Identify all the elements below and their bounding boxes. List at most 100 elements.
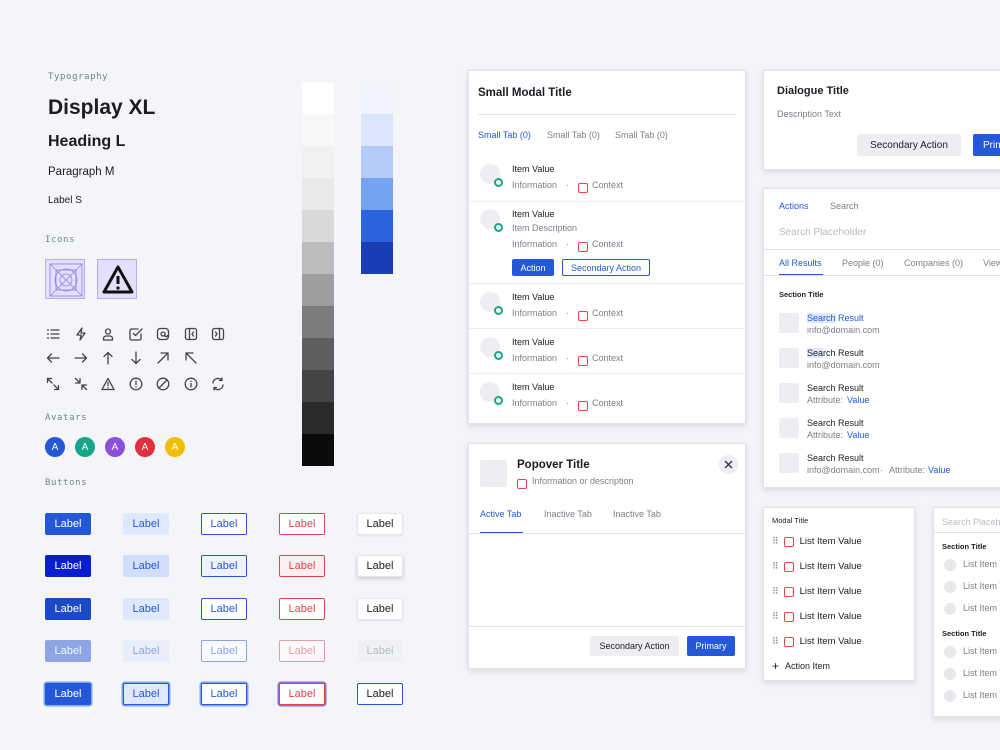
avatar[interactable]: A <box>135 437 155 457</box>
list-item[interactable]: ⠿ List Item Value <box>772 636 862 647</box>
status-dot <box>494 306 503 315</box>
tab-actions[interactable]: Actions <box>779 201 809 211</box>
tab-inactive[interactable]: Inactive Tab <box>613 509 661 519</box>
neutral-button[interactable]: Label <box>357 640 403 662</box>
danger-button[interactable]: Label <box>279 555 325 577</box>
buttons-section-title: Buttons <box>45 478 88 488</box>
primary-button[interactable]: Label <box>45 598 91 620</box>
action-button[interactable]: Action <box>512 259 554 276</box>
info-checkbox[interactable] <box>517 476 527 494</box>
list-item[interactable]: ⠿ List Item Value <box>772 561 862 572</box>
list-item[interactable]: ⠿ List Item Value <box>772 536 862 547</box>
result-attribute-value[interactable]: Value <box>847 430 870 440</box>
secondary-button[interactable]: Label <box>123 683 169 705</box>
list-item[interactable]: ⠿ List Item Value <box>772 586 862 597</box>
drag-handle-icon[interactable]: ⠿ <box>772 586 779 596</box>
avatar[interactable]: A <box>45 437 65 457</box>
result-thumbnail <box>779 313 799 333</box>
blue-swatch <box>361 242 393 274</box>
outline-button[interactable]: Label <box>201 683 247 705</box>
list-item-checkbox[interactable] <box>783 611 794 622</box>
list-item[interactable]: List Item V <box>963 690 1000 700</box>
tab-search[interactable]: Search <box>830 201 859 211</box>
result-attribute-value[interactable]: Value <box>847 395 870 405</box>
search-input[interactable]: Search Placeh <box>942 517 1000 527</box>
secondary-action-button[interactable]: Secondary Action <box>857 134 961 156</box>
context-label: Context <box>592 239 624 249</box>
secondary-button[interactable]: Label <box>123 555 169 577</box>
list-item-checkbox[interactable] <box>783 536 794 547</box>
tab-companies[interactable]: Companies (0) <box>904 258 964 268</box>
primary-button[interactable]: Prim <box>973 134 1000 156</box>
list-item-checkbox[interactable] <box>783 561 794 572</box>
avatar[interactable]: A <box>105 437 125 457</box>
gray-swatch <box>302 434 334 466</box>
status-dot <box>494 396 503 405</box>
neutral-button[interactable]: Label <box>357 555 403 577</box>
primary-button[interactable]: Label <box>45 555 91 577</box>
context-checkbox[interactable] <box>578 398 588 416</box>
neutral-button[interactable]: Label <box>357 513 403 535</box>
outline-button[interactable]: Label <box>201 640 247 662</box>
secondary-button[interactable]: Label <box>123 640 169 662</box>
danger-button[interactable]: Label <box>279 683 325 705</box>
search-result-title[interactable]: Search Result <box>807 453 864 463</box>
tab-people[interactable]: People (0) <box>842 258 884 268</box>
result-attribute-value[interactable]: Value <box>928 465 951 475</box>
tab-small-2[interactable]: Small Tab (0) <box>615 130 668 140</box>
list-item-checkbox[interactable] <box>783 586 794 597</box>
search-result-title[interactable]: Search Result <box>807 348 864 358</box>
drag-handle-icon[interactable]: ⠿ <box>772 611 779 621</box>
list-item[interactable]: List Item V <box>963 603 1000 613</box>
drag-handle-icon[interactable]: ⠿ <box>772 561 779 571</box>
action-item[interactable]: + Action Item <box>772 658 831 673</box>
blue-swatch <box>361 82 393 114</box>
search-result-title[interactable]: Search Result <box>807 383 864 393</box>
gray-swatch <box>302 210 334 242</box>
tab-active[interactable]: Active Tab <box>480 509 522 519</box>
tab-all-results[interactable]: All Results <box>779 258 822 268</box>
danger-button[interactable]: Label <box>279 598 325 620</box>
heading-l-sample: Heading L <box>48 133 126 150</box>
primary-button[interactable]: Label <box>45 513 91 535</box>
context-checkbox[interactable] <box>578 353 588 371</box>
list-item[interactable]: ⠿ List Item Value <box>772 611 862 622</box>
neutral-button[interactable]: Label <box>357 598 403 620</box>
tab-view[interactable]: View <box>983 258 1000 268</box>
list-item[interactable]: List Item V <box>963 581 1000 591</box>
danger-button[interactable]: Label <box>279 513 325 535</box>
drag-handle-icon[interactable]: ⠿ <box>772 536 779 546</box>
search-result-title[interactable]: Search Result <box>807 418 864 428</box>
list-item[interactable]: List Item V <box>963 646 1000 656</box>
search-result-title[interactable]: Search Result <box>807 313 864 323</box>
context-checkbox[interactable] <box>578 308 588 326</box>
tab-inactive[interactable]: Inactive Tab <box>544 509 592 519</box>
context-checkbox[interactable] <box>578 180 588 198</box>
primary-button[interactable]: Primary <box>687 636 735 656</box>
secondary-action-button[interactable]: Secondary Action <box>590 636 679 656</box>
label-s-sample: Label S <box>48 195 82 206</box>
outline-button[interactable]: Label <box>201 598 247 620</box>
list-item-avatar <box>944 668 956 680</box>
search-input[interactable]: Search Placeholder <box>779 227 867 238</box>
secondary-button[interactable]: Label <box>123 513 169 535</box>
avatar[interactable]: A <box>165 437 185 457</box>
list-item[interactable]: List Item V <box>963 668 1000 678</box>
close-icon[interactable] <box>719 455 738 474</box>
context-checkbox[interactable] <box>578 239 588 257</box>
list-item[interactable]: List Item V <box>963 559 1000 569</box>
avatar[interactable]: A <box>75 437 95 457</box>
list-item-checkbox[interactable] <box>783 636 794 647</box>
tab-small-1[interactable]: Small Tab (0) <box>547 130 600 140</box>
danger-button[interactable]: Label <box>279 640 325 662</box>
secondary-action-button[interactable]: Secondary Action <box>562 259 650 276</box>
outline-button[interactable]: Label <box>201 513 247 535</box>
typography-section-title: Typography <box>48 72 109 82</box>
primary-button[interactable]: Label <box>45 683 91 705</box>
tab-small-0[interactable]: Small Tab (0) <box>478 130 531 140</box>
primary-button[interactable]: Label <box>45 640 91 662</box>
outline-button[interactable]: Label <box>201 555 247 577</box>
neutral-button[interactable]: Label <box>357 683 403 705</box>
secondary-button[interactable]: Label <box>123 598 169 620</box>
drag-handle-icon[interactable]: ⠿ <box>772 636 779 646</box>
